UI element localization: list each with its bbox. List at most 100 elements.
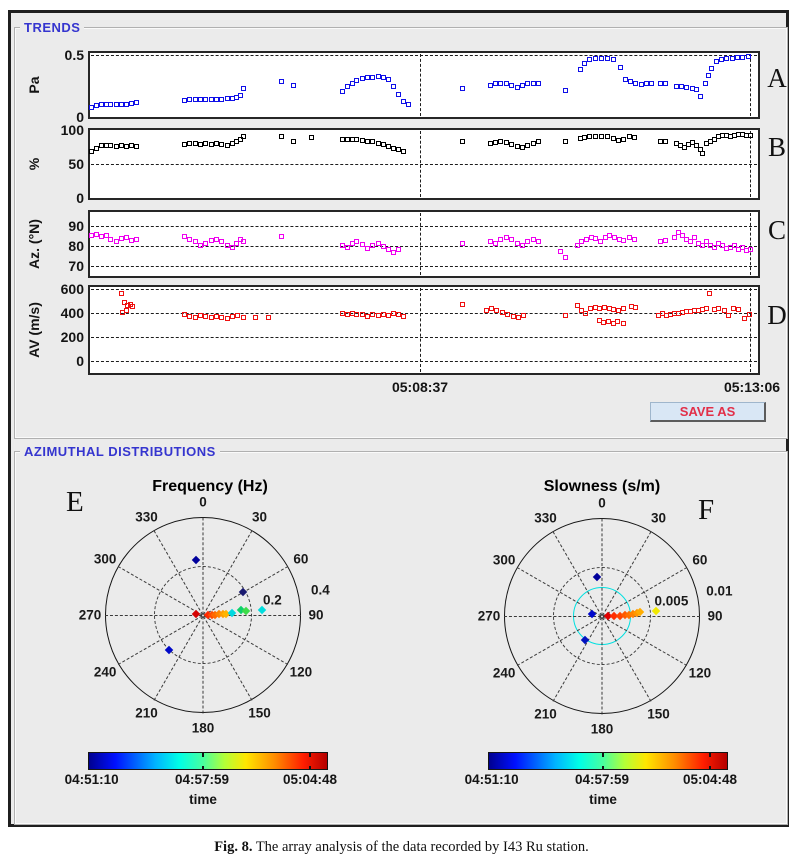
data-point: [498, 80, 504, 86]
trend-panel-azimuth: [88, 210, 760, 278]
data-point: [577, 66, 583, 72]
data-point: [574, 243, 580, 248]
data-point: [578, 307, 584, 313]
data-point: [503, 235, 509, 240]
y-tick-label: 0: [76, 352, 84, 369]
gridline-horizontal: [91, 360, 757, 362]
data-point: [494, 308, 500, 314]
trend-panel-velocity: [88, 285, 760, 375]
data-point: [390, 84, 396, 90]
colorbar-tick-mark: [602, 766, 605, 770]
data-point: [129, 238, 135, 243]
polar-angle-label: 270: [477, 608, 501, 624]
data-point: [689, 139, 695, 145]
data-point: [493, 139, 499, 145]
data-point: [704, 306, 710, 312]
data-point: [592, 56, 598, 62]
polar-grid-circle: [553, 567, 651, 665]
data-point: [89, 233, 95, 238]
data-point: [213, 141, 219, 147]
data-point: [99, 143, 105, 149]
data-point: [557, 249, 563, 254]
data-point: [525, 81, 531, 87]
polar-angle-label: 240: [492, 665, 516, 680]
data-point: [349, 80, 355, 86]
data-point: [400, 148, 406, 154]
data-point: [718, 56, 724, 62]
data-point: [386, 144, 392, 149]
data-point: [130, 303, 136, 309]
save-as-button[interactable]: SAVE AS: [650, 402, 766, 422]
data-point: [354, 312, 360, 318]
data-point: [694, 86, 700, 92]
data-point: [611, 306, 617, 312]
data-point: [237, 136, 243, 142]
gridline-vertical: [749, 131, 751, 197]
polar-angle-label: 180: [191, 720, 215, 736]
gridline-horizontal: [91, 312, 757, 314]
polar-angle-label: 330: [135, 509, 158, 525]
data-point: [197, 96, 203, 102]
data-point: [621, 238, 627, 243]
data-point: [740, 245, 746, 250]
data-point: [108, 143, 114, 149]
data-point: [181, 141, 187, 147]
data-point: [395, 147, 401, 153]
gridline-vertical: [419, 131, 421, 197]
data-point: [224, 96, 230, 102]
data-point: [499, 309, 505, 315]
data-point: [530, 140, 536, 146]
data-point: [606, 318, 612, 324]
data-point: [187, 237, 193, 242]
data-point: [197, 141, 203, 147]
figure-caption: Fig. 8. The array analysis of the data r…: [0, 839, 803, 856]
data-point: [632, 135, 638, 141]
data-point: [133, 237, 139, 242]
data-point: [129, 143, 135, 149]
trend-panel-pressure: [88, 51, 760, 119]
data-point: [618, 64, 624, 70]
data-point: [224, 243, 230, 248]
data-point: [459, 138, 465, 144]
data-point: [187, 313, 193, 319]
data-point: [380, 141, 386, 147]
data-point: [514, 85, 520, 91]
data-point: [344, 136, 350, 142]
data-point: [187, 141, 193, 147]
data-point: [746, 312, 752, 318]
data-point: [741, 315, 747, 321]
data-point: [535, 139, 541, 145]
polar-angle-label: 60: [692, 552, 708, 567]
data-point: [616, 137, 622, 143]
data-point: [498, 139, 504, 145]
data-point: [509, 237, 515, 242]
data-point: [208, 141, 214, 147]
colorbar-tick-label: 05:04:48: [682, 772, 738, 787]
data-point: [620, 320, 626, 326]
panel-letter-f: F: [698, 494, 715, 526]
data-point: [616, 307, 622, 313]
data-point: [122, 300, 128, 306]
data-point: [459, 85, 465, 91]
data-point: [125, 303, 131, 309]
data-point: [514, 241, 520, 246]
data-point: [240, 133, 246, 139]
data-point: [592, 133, 598, 139]
data-point: [535, 239, 541, 244]
data-point: [698, 94, 704, 100]
polar-angle-label: 300: [492, 552, 516, 567]
data-point: [720, 243, 726, 248]
trends-groupbox: [14, 27, 788, 439]
polar-outer-circle: [105, 517, 301, 713]
data-point: [724, 55, 730, 61]
data-point: [213, 237, 219, 242]
data-point: [380, 244, 386, 249]
data-point: [689, 85, 695, 91]
y-tick-label: 80: [68, 238, 84, 254]
data-point: [233, 139, 239, 145]
data-point: [308, 135, 314, 141]
data-point: [574, 303, 580, 309]
data-point: [133, 144, 139, 149]
polar-radius-label: 0.005: [654, 593, 689, 609]
y-axis-label-pa: Pa: [26, 76, 42, 94]
